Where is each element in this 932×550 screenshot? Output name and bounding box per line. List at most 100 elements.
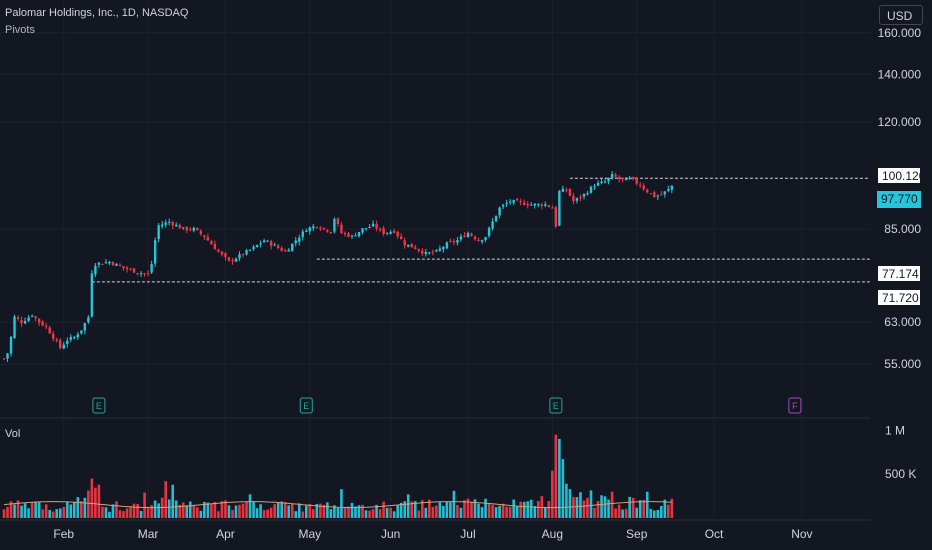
- candle-body: [189, 229, 192, 231]
- candle: [435, 249, 438, 253]
- future-earnings-marker[interactable]: F: [788, 397, 802, 414]
- volume-bar: [526, 501, 530, 518]
- volume-bar: [129, 507, 132, 518]
- candle-body: [220, 251, 224, 255]
- candle-body: [199, 230, 203, 235]
- candle-body: [544, 204, 547, 206]
- volume-bar: [614, 508, 617, 518]
- candle-body: [259, 243, 262, 245]
- candle-body: [487, 227, 491, 237]
- candle: [308, 226, 312, 235]
- volume-bar: [27, 508, 30, 518]
- volume-bar: [624, 508, 628, 518]
- volume-bar: [69, 504, 73, 518]
- candle: [596, 180, 600, 187]
- candle: [175, 222, 178, 227]
- indicator-label[interactable]: Pivots: [5, 24, 35, 36]
- candle-body: [617, 176, 621, 179]
- time-tick-label: Oct: [705, 527, 724, 541]
- volume-bar: [445, 501, 449, 518]
- candle: [487, 226, 491, 238]
- candle-body: [326, 229, 329, 232]
- candle-body: [572, 195, 575, 202]
- candle: [646, 188, 649, 194]
- candle-body: [276, 245, 280, 249]
- candle: [9, 335, 13, 357]
- earnings-marker[interactable]: E: [92, 397, 106, 414]
- volume-bar: [269, 507, 273, 518]
- candle-body: [122, 266, 125, 269]
- earnings-marker[interactable]: E: [299, 397, 313, 414]
- candle-body: [16, 317, 20, 319]
- volume-bar: [340, 489, 343, 518]
- candle-body: [69, 336, 72, 340]
- candle-body: [593, 186, 596, 188]
- candle-body: [537, 203, 540, 205]
- volume-bar: [649, 508, 653, 518]
- candle-body: [494, 215, 498, 222]
- volume-bar: [199, 510, 203, 518]
- volume-bar: [157, 503, 160, 518]
- volume-bar: [315, 503, 319, 518]
- candle: [407, 244, 410, 248]
- candle-body: [653, 192, 656, 198]
- candle: [607, 177, 610, 185]
- candle: [217, 248, 220, 253]
- volume-bar: [203, 501, 206, 518]
- volume-bar: [420, 500, 424, 518]
- candle: [27, 314, 30, 322]
- candle-body: [280, 248, 283, 251]
- candle-body: [178, 224, 181, 229]
- volume-bar: [508, 506, 512, 518]
- candle-body: [55, 339, 58, 341]
- volume-bar: [617, 504, 621, 518]
- volume-bar: [368, 510, 371, 518]
- volume-bar: [466, 498, 470, 518]
- volume-bar: [561, 459, 565, 518]
- candle-body: [329, 232, 333, 234]
- volume-bar: [354, 506, 357, 518]
- volume-bar: [115, 501, 118, 518]
- volume-bar: [231, 510, 234, 518]
- candle-body: [635, 178, 638, 184]
- candle-body: [459, 236, 463, 240]
- candle: [52, 331, 55, 342]
- candle-body: [646, 189, 649, 193]
- volume-bar: [62, 506, 66, 518]
- candle-body: [350, 235, 354, 237]
- candle-body: [262, 240, 266, 243]
- volume-bar: [16, 500, 20, 518]
- candle-body: [23, 321, 27, 324]
- candle-body: [473, 236, 477, 240]
- volume-bar: [371, 509, 375, 518]
- price-tick-label: 120.000: [878, 115, 922, 129]
- candle-body: [160, 224, 164, 227]
- volume-series: [2, 434, 674, 518]
- candle-body: [385, 232, 389, 234]
- currency-button[interactable]: USD: [879, 5, 923, 25]
- candle-body: [540, 204, 543, 206]
- candle: [164, 219, 167, 228]
- candle-body: [41, 321, 44, 326]
- volume-bar: [153, 500, 157, 518]
- time-tick-label: Aug: [542, 527, 563, 541]
- candle: [417, 248, 420, 253]
- earnings-marker-label: E: [96, 401, 102, 411]
- candle: [603, 178, 607, 184]
- candle: [111, 261, 115, 267]
- earnings-marker[interactable]: E: [549, 397, 563, 414]
- candle: [101, 263, 104, 265]
- candle-body: [115, 263, 118, 266]
- candle: [558, 189, 561, 227]
- candle-body: [203, 235, 206, 238]
- candle: [115, 263, 118, 266]
- volume-label[interactable]: Vol: [5, 428, 21, 440]
- candle-body: [238, 254, 241, 259]
- candle: [361, 228, 364, 235]
- volume-bar: [65, 501, 69, 518]
- time-tick-label: Mar: [138, 527, 159, 541]
- volume-bar: [326, 502, 329, 518]
- volume-bar: [435, 505, 438, 518]
